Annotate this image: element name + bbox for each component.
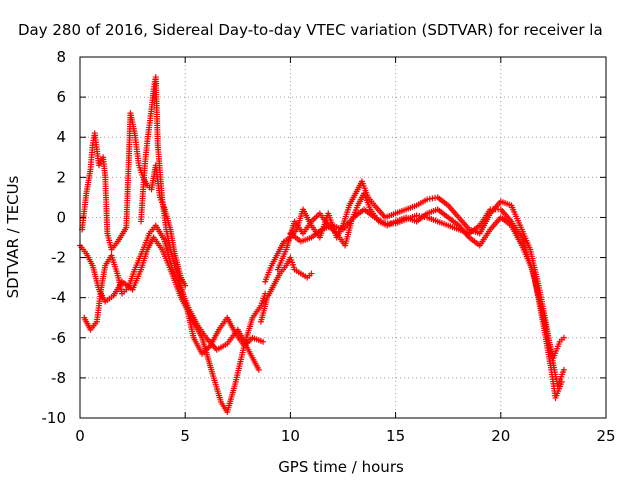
series-6 xyxy=(262,178,567,389)
plot-frame xyxy=(79,56,607,419)
x-tick-label: 15 xyxy=(386,427,405,445)
series-3 xyxy=(79,110,189,289)
data-point xyxy=(308,270,315,277)
data-point xyxy=(560,366,567,373)
series-2 xyxy=(77,234,269,415)
y-tick-label: -8 xyxy=(51,369,66,387)
y-tick-label: -10 xyxy=(42,409,67,427)
plot-area xyxy=(77,74,567,415)
y-tick-label: -6 xyxy=(51,329,66,347)
y-tick-label: 8 xyxy=(56,48,66,66)
chart-title: Day 280 of 2016, Sidereal Day-to-day VTE… xyxy=(18,21,603,39)
data-point xyxy=(260,338,267,345)
x-axis-label: GPS time / hours xyxy=(278,458,404,476)
y-tick-label: -4 xyxy=(51,289,66,307)
y-tick-label: 4 xyxy=(56,128,66,146)
y-tick-label: 0 xyxy=(56,208,66,226)
x-tick-label: 10 xyxy=(281,427,300,445)
series-5 xyxy=(257,254,315,325)
x-tick-label: 5 xyxy=(180,427,190,445)
grid xyxy=(80,57,606,418)
x-tick-label: 0 xyxy=(75,427,85,445)
data-point xyxy=(560,334,567,341)
axes: 0 5 10 15 20 25 -10 -8 -6 -4 -2 0 2 4 6 8 xyxy=(42,48,616,445)
x-tick-label: 20 xyxy=(491,427,510,445)
data-point xyxy=(558,378,565,385)
y-tick-label: 2 xyxy=(56,168,66,186)
series-4 xyxy=(138,74,267,357)
y-axis-label: SDTVAR / TECUs xyxy=(4,175,22,298)
y-tick-label: 6 xyxy=(56,88,66,106)
x-tick-label: 25 xyxy=(596,427,615,445)
y-tick-label: -2 xyxy=(51,249,66,267)
data-point xyxy=(255,366,262,373)
series-8 xyxy=(287,206,565,401)
